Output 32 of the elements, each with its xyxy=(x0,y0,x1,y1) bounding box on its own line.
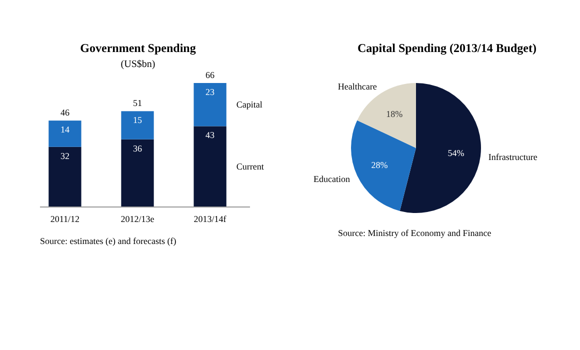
data-label: 28% xyxy=(371,160,388,170)
total-label: 51 xyxy=(133,98,142,108)
x-tick-label: 2011/12 xyxy=(50,214,80,224)
bar xyxy=(48,146,82,207)
data-label: 54% xyxy=(448,148,465,158)
pie-slice xyxy=(351,120,416,211)
series-label: Current xyxy=(236,162,264,172)
chart-subtitle: (US$bn) xyxy=(120,59,156,70)
series-label: Capital xyxy=(236,100,263,110)
slice-label: Infrastructure xyxy=(488,152,538,162)
source-note: Source: Ministry of Economy and Finance xyxy=(338,228,492,238)
chart-title: Capital Spending (2013/14 Budget) xyxy=(357,41,537,55)
data-label: 18% xyxy=(386,108,404,119)
data-label: 43 xyxy=(206,130,216,140)
chart-title: Government Spending xyxy=(80,41,196,55)
source-note: Source: estimates (e) and forecasts (f) xyxy=(40,236,176,246)
bar xyxy=(121,111,154,140)
data-label: 23 xyxy=(206,87,216,97)
bar xyxy=(194,126,226,207)
data-label: 15 xyxy=(133,115,142,126)
bar xyxy=(48,120,82,147)
slice-label: Healthcare xyxy=(338,81,377,92)
total-label: 66 xyxy=(206,70,216,80)
x-tick-label: 2013/14f xyxy=(194,214,226,224)
slice-label: Education xyxy=(313,174,350,184)
bar xyxy=(121,139,154,207)
total-label: 46 xyxy=(60,108,70,118)
x-tick-label: 2012/13e xyxy=(120,214,154,224)
data-label: 36 xyxy=(133,143,142,154)
bar xyxy=(194,83,226,126)
data-label: 14 xyxy=(60,124,70,135)
data-label: 32 xyxy=(60,150,70,161)
